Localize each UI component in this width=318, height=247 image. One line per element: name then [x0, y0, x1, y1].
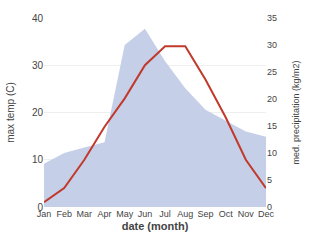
svg-text:Dec: Dec — [258, 209, 275, 219]
svg-text:Apr: Apr — [98, 209, 112, 219]
svg-text:Aug: Aug — [177, 209, 193, 219]
svg-text:Jul: Jul — [159, 209, 171, 219]
svg-text:10: 10 — [267, 148, 277, 158]
svg-text:20: 20 — [267, 94, 277, 104]
svg-text:30: 30 — [32, 60, 44, 71]
svg-text:Feb: Feb — [56, 209, 72, 219]
svg-text:Jan: Jan — [37, 209, 52, 219]
svg-text:0: 0 — [37, 202, 43, 213]
svg-text:10: 10 — [32, 154, 44, 165]
svg-text:Nov: Nov — [238, 209, 255, 219]
svg-text:25: 25 — [267, 67, 277, 77]
svg-text:May: May — [116, 209, 134, 219]
svg-text:Sep: Sep — [197, 209, 213, 219]
svg-text:date (month): date (month) — [122, 220, 189, 232]
svg-text:35: 35 — [267, 13, 277, 23]
svg-text:20: 20 — [32, 107, 44, 118]
svg-text:15: 15 — [267, 121, 277, 131]
svg-text:40: 40 — [32, 13, 44, 24]
svg-text:30: 30 — [267, 40, 277, 50]
svg-text:5: 5 — [267, 175, 272, 185]
svg-text:Oct: Oct — [219, 209, 234, 219]
svg-text:max temp (C): max temp (C) — [5, 82, 16, 143]
svg-text:0: 0 — [267, 202, 272, 212]
svg-text:med. precipitation (kg/m2): med. precipitation (kg/m2) — [291, 60, 301, 164]
svg-text:Jun: Jun — [138, 209, 153, 219]
svg-text:Mar: Mar — [77, 209, 93, 219]
